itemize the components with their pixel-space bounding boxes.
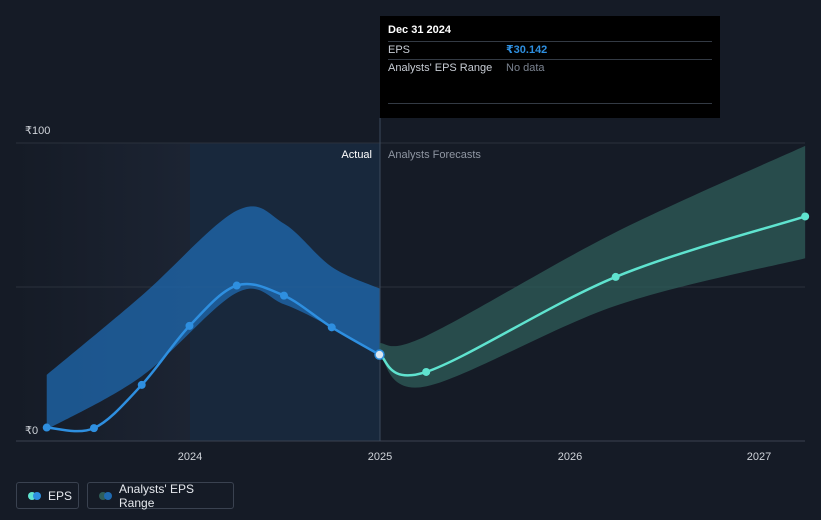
eps-line-forecast	[378, 215, 806, 377]
eps-point-actual	[279, 291, 288, 300]
legend-range-label: Analysts' EPS Range	[119, 481, 194, 510]
legend-eps-label: EPS	[48, 488, 73, 503]
eps-point-actual	[42, 423, 51, 432]
legend-eps-button[interactable]: EPS	[16, 482, 79, 509]
tooltip-divider	[388, 103, 712, 104]
x-tick-label: 2024	[178, 451, 202, 463]
y-tick-label: ₹0	[25, 425, 38, 437]
eps-point-forecast	[422, 367, 431, 376]
tooltip-range-label: Analysts' EPS Range	[388, 62, 493, 74]
eps-point-actual	[232, 281, 241, 290]
tooltip: Dec 31 2024 EPS ₹30.142 Analysts' EPS Ra…	[380, 16, 720, 118]
eps-point-forecast	[801, 212, 810, 221]
x-tick-label: 2027	[747, 451, 771, 463]
tooltip-eps-label: EPS	[388, 44, 411, 56]
tooltip-date: Dec 31 2024	[388, 24, 451, 36]
x-tick-label: 2026	[558, 451, 582, 463]
tooltip-eps-value: ₹30.142	[506, 44, 548, 56]
actual-label: Actual	[341, 149, 372, 161]
eps-point-actual	[327, 323, 336, 332]
eps-legend-icon	[28, 491, 41, 500]
eps-line-actual	[46, 282, 381, 433]
range-legend-icon	[99, 491, 112, 500]
eps-range-band-forecast	[379, 145, 806, 388]
legend-range-button[interactable]: Analysts' EPS Range	[87, 481, 234, 510]
tooltip-range-value: No data	[506, 62, 545, 74]
x-tick-label: 2025	[368, 451, 392, 463]
tooltip-row-range: Analysts' EPS Range No data	[388, 59, 712, 77]
tooltip-row-eps: EPS ₹30.142	[388, 41, 712, 59]
forecast-label: Analysts Forecasts	[388, 149, 481, 161]
eps-point-actual	[185, 321, 194, 330]
eps-range-band-actual	[46, 206, 380, 430]
y-tick-label: ₹100	[25, 125, 50, 137]
eps-point-actual	[374, 349, 385, 360]
eps-point-actual	[89, 424, 98, 433]
eps-point-actual	[137, 380, 146, 389]
eps-point-forecast	[611, 272, 620, 281]
